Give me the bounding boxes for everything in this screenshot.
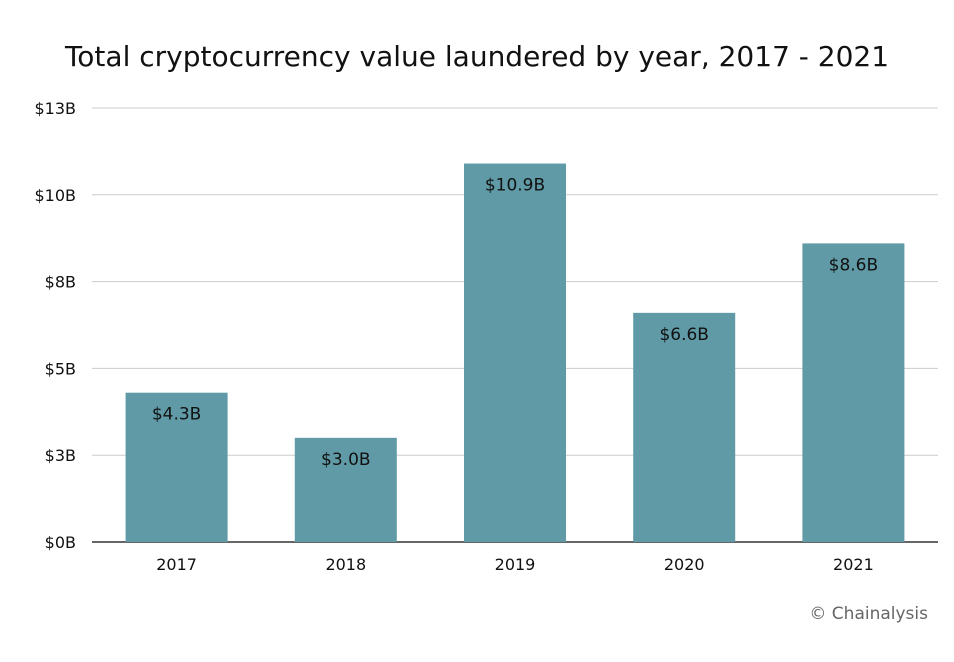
y-tick-label: $13B [34,99,76,118]
x-tick-label: 2021 [833,555,874,574]
bar [633,312,736,542]
x-tick-label: 2017 [156,555,197,574]
data-label: $8.6B [829,255,879,275]
x-tick-label: 2020 [664,555,705,574]
bar [125,392,228,542]
y-tick-label: $10B [34,186,76,205]
chart-title: Total cryptocurrency value laundered by … [64,40,890,73]
bar [464,163,566,542]
x-tick-label: 2018 [325,555,366,574]
data-label: $4.3B [152,405,202,425]
data-label: $10.9B [485,176,545,196]
y-tick-label: $0B [45,533,76,552]
x-tick-label: 2019 [495,555,536,574]
bars [125,163,905,542]
data-label: $6.6B [659,325,709,345]
data-labels: $4.3B $3.0B $10.9B $6.6B $8.6B [152,176,878,470]
y-axis-ticks: $0B $3B $5B $8B $10B $13B [34,99,76,552]
y-tick-label: $8B [45,273,76,292]
y-tick-label: $5B [45,359,76,378]
bar [802,243,905,542]
x-axis-ticks: 2017 2018 2019 2020 2021 [156,555,874,574]
y-tick-label: $3B [45,446,76,465]
data-label: $3.0B [321,450,371,470]
source-credit: © Chainalysis [809,604,928,624]
bar [294,437,397,542]
